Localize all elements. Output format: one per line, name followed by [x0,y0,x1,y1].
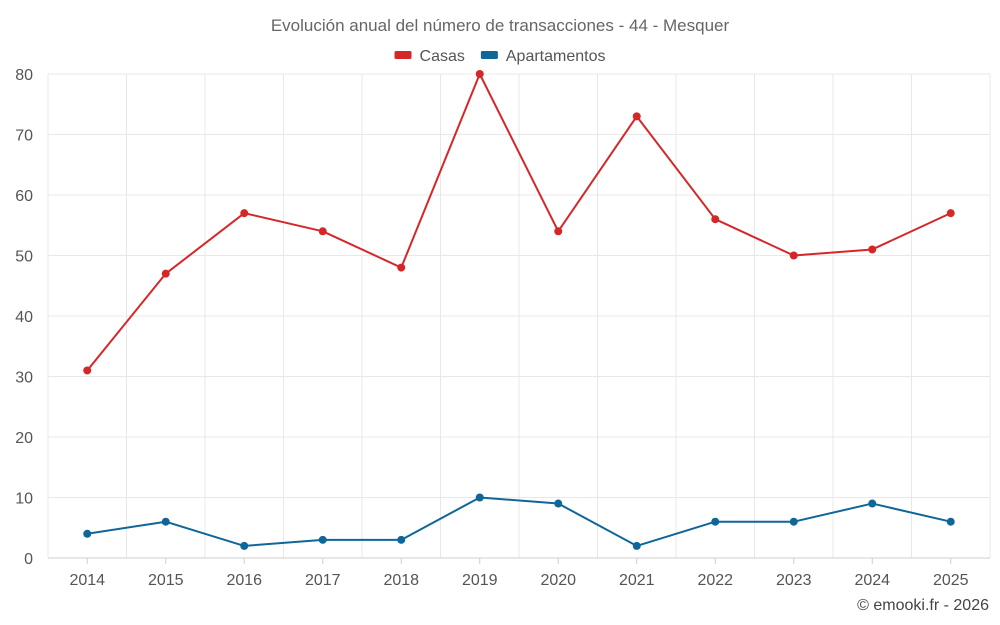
series-group [83,70,955,550]
data-point-apartamentos [475,493,484,502]
series-casas [83,70,955,375]
x-tick-label: 2023 [776,572,812,589]
x-tick-label: 2019 [462,572,498,589]
x-tick-label: 2025 [933,572,969,589]
y-tick-label: 0 [24,551,33,568]
series-apartamentos [83,493,955,550]
y-tick-label: 70 [15,128,33,145]
legend-label-apartamentos: Apartamentos [506,48,606,65]
data-point-apartamentos [318,535,327,544]
data-point-casas [161,269,170,278]
data-point-apartamentos [632,541,641,550]
data-point-apartamentos [161,517,170,526]
legend-item-apartamentos: Apartamentos [480,48,606,65]
y-tick-label: 10 [15,491,33,508]
data-point-apartamentos [397,535,406,544]
x-tick-label: 2015 [148,572,184,589]
credit-text: © emooki.fr - 2026 [857,597,989,614]
data-point-apartamentos [868,499,877,508]
x-tick-label: 2022 [697,572,733,589]
x-tick-label: 2014 [69,572,105,589]
chart-title: Evolución anual del número de transaccio… [271,16,730,35]
legend: Casas Apartamentos [394,48,606,65]
data-point-casas [240,209,249,218]
y-tick-label: 60 [15,188,33,205]
data-point-casas [946,209,955,218]
x-tick-label: 2017 [305,572,341,589]
grid [47,73,991,559]
data-point-casas [475,70,484,78]
x-tick-label: 2024 [854,572,890,589]
data-point-casas [554,227,563,236]
x-tick-label: 2018 [383,572,419,589]
data-point-casas [868,245,877,254]
legend-label-casas: Casas [420,48,465,65]
data-point-apartamentos [554,499,563,508]
data-point-casas [711,215,720,224]
data-point-apartamentos [789,517,798,526]
y-tick-label: 80 [15,67,33,84]
data-point-casas [632,112,641,121]
data-point-casas [83,366,92,375]
series-line-apartamentos [87,496,951,547]
y-tick-label: 20 [15,430,33,447]
x-tick-label: 2021 [619,572,655,589]
data-point-casas [789,251,798,260]
data-point-apartamentos [711,517,720,526]
y-tick-label: 40 [15,309,33,326]
data-point-casas [397,263,406,272]
y-axis: 0 10 20 30 40 50 60 70 80 [15,67,33,568]
x-axis: 2014 2015 2016 2017 2018 2019 2020 2021 2022 2023… [69,558,969,589]
data-point-apartamentos [83,529,92,538]
x-tick-label: 2016 [226,572,262,589]
legend-swatch-apartamentos [480,51,498,59]
y-tick-label: 30 [15,370,33,387]
y-tick-label: 50 [15,249,33,266]
data-point-apartamentos [946,517,955,526]
data-point-apartamentos [240,541,249,550]
legend-item-casas: Casas [394,48,465,65]
series-line-casas [86,73,952,372]
legend-swatch-casas [394,51,412,59]
data-point-casas [318,227,327,236]
x-tick-label: 2020 [540,572,576,589]
